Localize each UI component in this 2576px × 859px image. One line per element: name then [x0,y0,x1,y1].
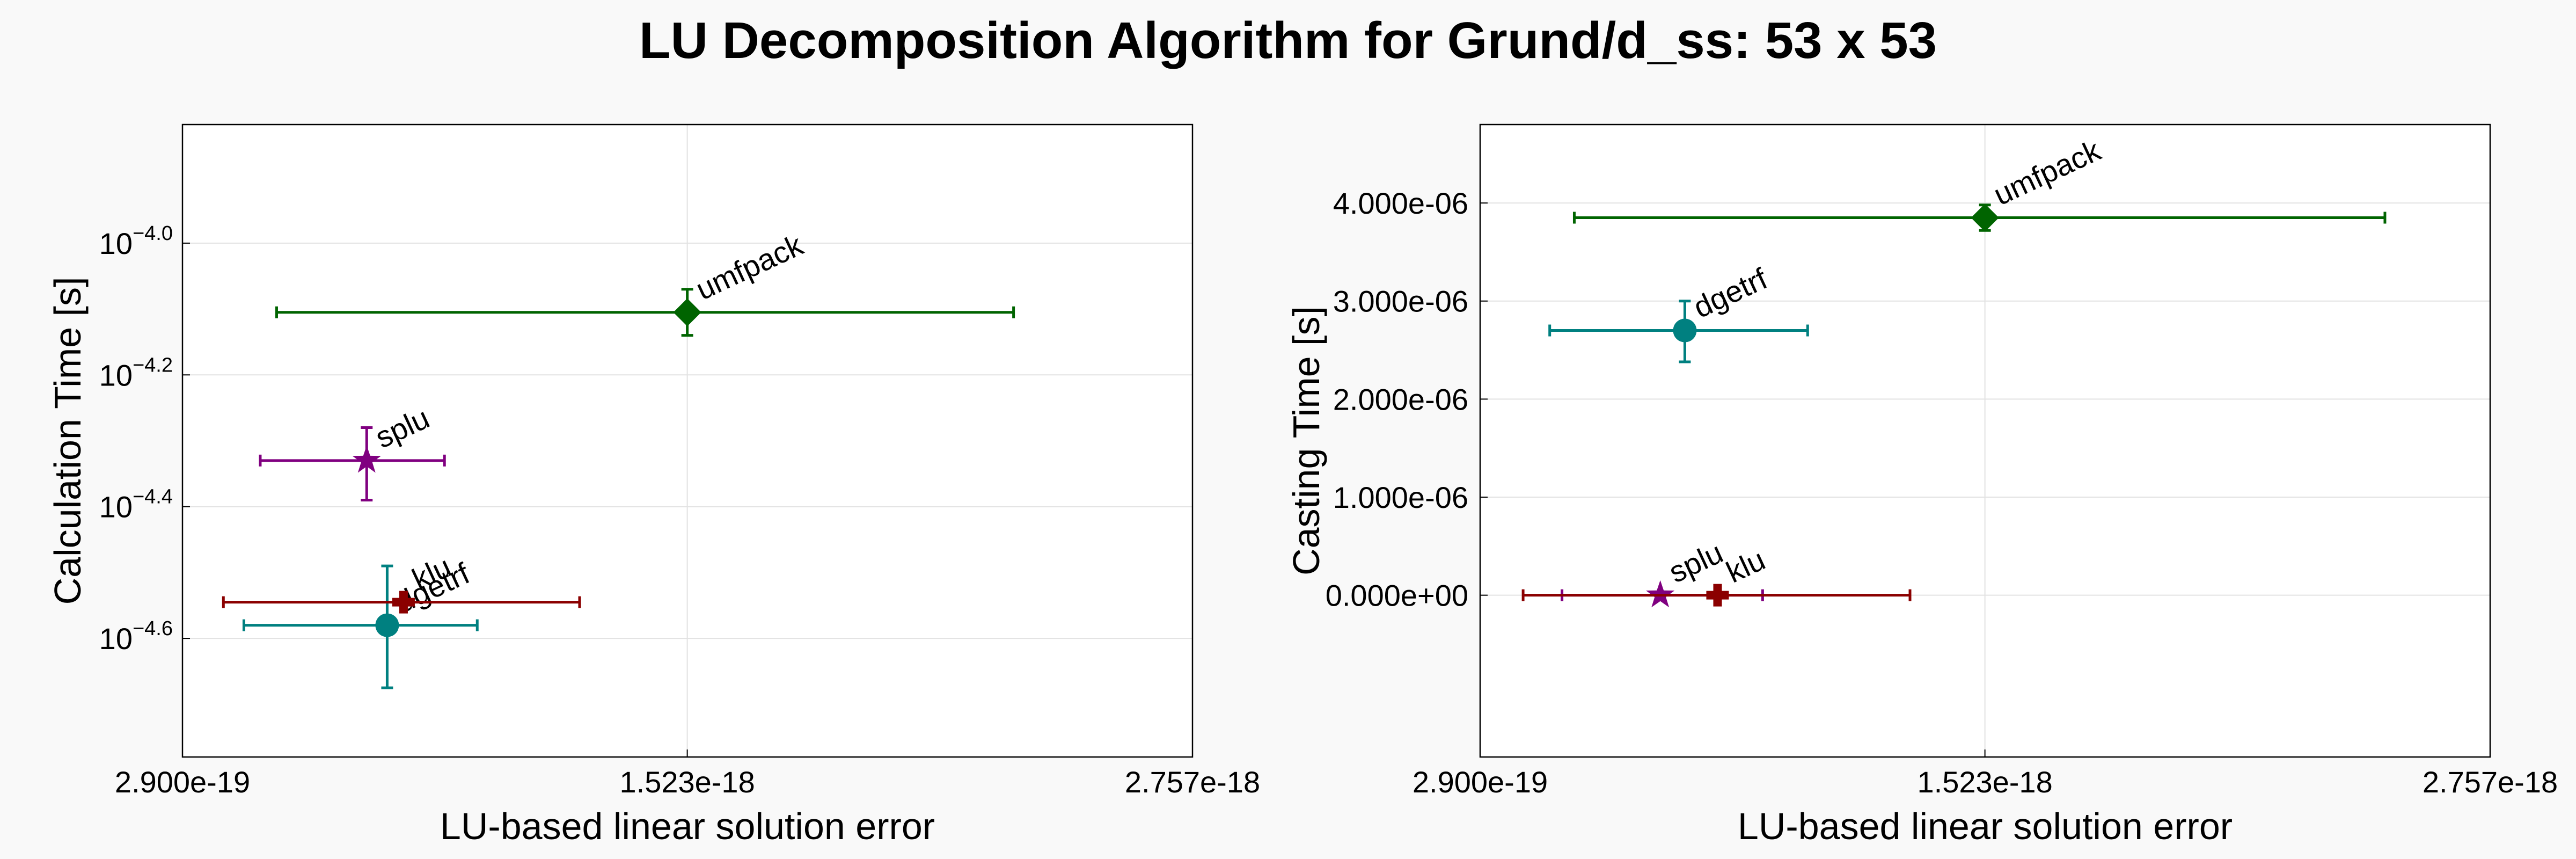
y-tick-label: 4.000e-06 [1333,186,1468,220]
x-tick-label: 2.757e-18 [1125,765,1260,799]
y-tick-label: 10−4.2 [99,354,173,392]
y-axis-label: Casting Time [s] [1285,306,1327,576]
figure-title: LU Decomposition Algorithm for Grund/d_s… [639,12,1937,69]
y-tick-label: 0.000e+00 [1326,579,1468,613]
x-tick-label: 2.900e-19 [115,765,250,799]
y-tick-label: 10−4.6 [99,617,173,656]
x-tick-label: 2.900e-19 [1413,765,1548,799]
x-axis-label: LU-based linear solution error [440,805,935,847]
y-tick-label: 10−4.4 [99,486,173,524]
star-marker [352,445,381,473]
y-axis-label: Calculation Time [s] [47,277,89,605]
diamond-marker [673,298,701,326]
circle-marker [375,613,399,637]
y-tick-label: 1.000e-06 [1333,481,1468,514]
plus-marker [1706,584,1729,607]
x-tick-label: 2.757e-18 [2423,765,2558,799]
y-tick-label: 10−4.0 [99,222,173,260]
x-axis-label: LU-based linear solution error [1738,805,2233,847]
x-tick-label: 1.523e-18 [1918,765,2053,799]
star-marker [1646,580,1675,608]
diamond-marker [1971,203,1999,232]
plus-marker [392,591,415,614]
x-tick-label: 1.523e-18 [620,765,755,799]
panel-casting-time: 2.900e-19 1.523e-18 2.757e-18 4.000e-06 3.00… [1285,123,2558,847]
circle-marker [1673,318,1697,343]
y-tick-label: 2.000e-06 [1333,382,1468,416]
panel-calculation-time: 2.900e-19 1.523e-18 2.757e-18 10−4.0 10−4.2 1… [47,123,1260,847]
y-tick-label: 3.000e-06 [1333,285,1468,318]
